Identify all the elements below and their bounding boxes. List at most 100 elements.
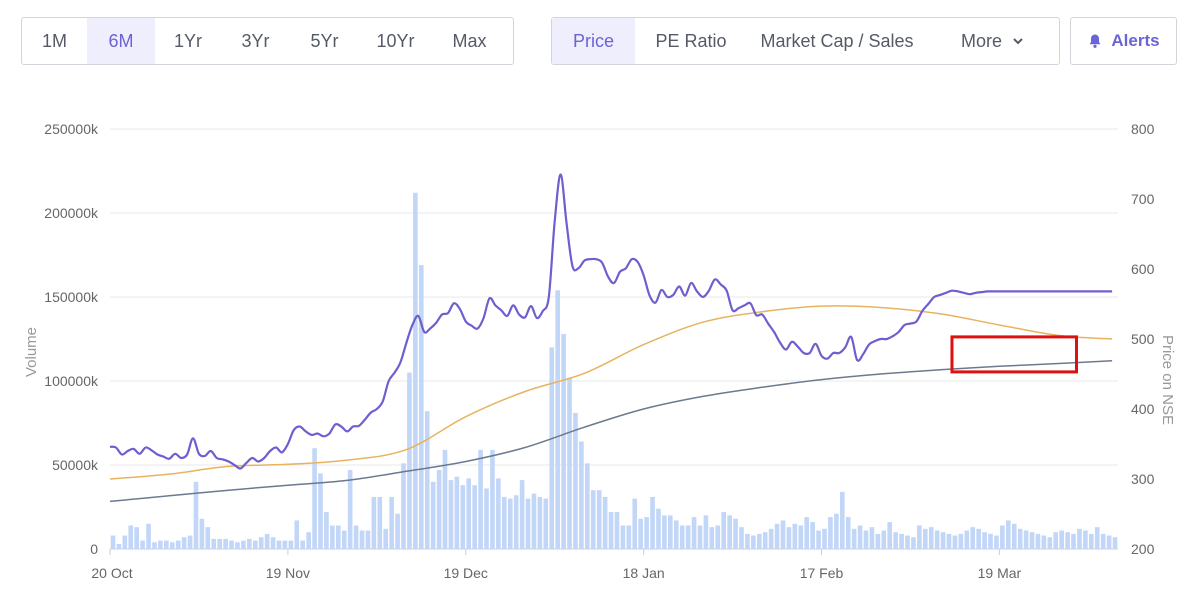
volume-bar bbox=[573, 412, 578, 549]
volume-bar bbox=[466, 478, 472, 549]
volume-bar bbox=[288, 540, 294, 549]
volume-bar bbox=[982, 532, 987, 549]
volume-bar bbox=[282, 540, 288, 549]
volume-bar bbox=[626, 525, 632, 549]
volume-bar bbox=[110, 535, 116, 549]
price-line bbox=[109, 173, 1113, 470]
y-left-tick-label: 0 bbox=[90, 541, 98, 557]
volume-bar bbox=[306, 532, 311, 549]
volume-bar bbox=[247, 538, 252, 549]
range-button-3yr[interactable]: 3Yr bbox=[241, 30, 270, 51]
volume-bar bbox=[970, 527, 976, 549]
volume-bar bbox=[454, 476, 460, 549]
volume-bar bbox=[988, 533, 993, 549]
metric-button-price[interactable]: Price bbox=[552, 18, 635, 64]
alerts-button[interactable]: Alerts bbox=[1070, 17, 1177, 65]
volume-bar bbox=[169, 542, 175, 549]
volume-bar bbox=[768, 528, 774, 549]
volume-bar bbox=[264, 533, 270, 549]
volume-bar bbox=[371, 496, 377, 549]
range-button-max[interactable]: Max bbox=[452, 30, 487, 51]
metric-label: Price bbox=[572, 30, 614, 51]
x-tick-label: 18 Jan bbox=[623, 565, 665, 581]
volume-bar bbox=[407, 372, 412, 549]
volume-bar bbox=[134, 527, 139, 549]
volume-bar bbox=[555, 290, 560, 549]
volume-bar bbox=[324, 512, 329, 549]
volume-bar bbox=[1000, 525, 1005, 549]
volume-bar bbox=[928, 527, 934, 549]
volume-bar bbox=[146, 523, 151, 549]
volume-bar bbox=[128, 525, 134, 549]
range-button-10yr[interactable]: 10Yr bbox=[376, 30, 415, 51]
volume-bar bbox=[525, 498, 531, 549]
volume-bar bbox=[312, 448, 317, 549]
volume-bar bbox=[579, 441, 584, 549]
volume-bar bbox=[1100, 533, 1106, 549]
volume-bar bbox=[164, 540, 169, 549]
volume-bar bbox=[834, 513, 839, 549]
volume-bar bbox=[413, 192, 418, 549]
volume-bar bbox=[430, 481, 436, 549]
volume-bar bbox=[1083, 530, 1088, 549]
metric-button-market-cap-sales[interactable]: Market Cap / Sales bbox=[747, 18, 927, 64]
metric-button-more[interactable]: More bbox=[927, 18, 1059, 64]
y-left-tick-label: 200000k bbox=[44, 205, 99, 221]
volume-bar bbox=[958, 533, 964, 549]
volume-bar bbox=[721, 512, 727, 549]
x-tick-label: 17 Feb bbox=[800, 565, 844, 581]
volume-bar bbox=[691, 517, 697, 549]
volume-bar bbox=[620, 525, 626, 549]
volume-bar bbox=[1029, 532, 1035, 549]
volume-bar bbox=[816, 530, 821, 549]
volume-bar bbox=[644, 517, 649, 549]
volume-bar bbox=[252, 540, 258, 549]
volume-bar bbox=[507, 498, 513, 549]
range-button-6m[interactable]: 6M bbox=[87, 18, 155, 64]
volume-bar bbox=[484, 488, 489, 549]
volume-bar bbox=[875, 533, 881, 549]
volume-bar bbox=[881, 530, 887, 549]
metric-label: Market Cap / Sales bbox=[760, 30, 914, 51]
volume-bar bbox=[359, 530, 365, 549]
volume-bar bbox=[786, 527, 792, 549]
volume-bar bbox=[1023, 530, 1029, 549]
metric-button-pe-ratio[interactable]: PE Ratio bbox=[635, 18, 747, 64]
volume-bar bbox=[632, 498, 638, 549]
volume-bar bbox=[596, 490, 602, 549]
volume-bar bbox=[389, 496, 394, 549]
volume-bar bbox=[703, 515, 709, 549]
volume-bar bbox=[353, 525, 359, 549]
x-tick-label: 19 Mar bbox=[978, 565, 1022, 581]
volume-bar bbox=[543, 498, 549, 549]
range-button-5yr[interactable]: 5Yr bbox=[310, 30, 339, 51]
volume-bar bbox=[709, 527, 715, 549]
range-button-1yr[interactable]: 1Yr bbox=[173, 30, 202, 51]
volume-bar bbox=[205, 527, 211, 549]
volume-bar bbox=[1077, 528, 1082, 549]
volume-bar bbox=[223, 538, 228, 549]
volume-bar bbox=[839, 491, 845, 549]
volume-bar bbox=[602, 496, 608, 549]
volume-bar bbox=[940, 532, 946, 549]
volume-bar bbox=[472, 485, 477, 549]
volume-bar bbox=[401, 463, 406, 549]
volume-bar bbox=[662, 515, 667, 549]
volume-bar bbox=[418, 265, 424, 549]
volume-bar bbox=[756, 533, 762, 549]
y-left-tick-label: 150000k bbox=[44, 289, 99, 305]
volume-bar bbox=[976, 528, 981, 549]
volume-bar bbox=[887, 522, 893, 549]
volume-bar bbox=[869, 527, 875, 549]
volume-bar bbox=[922, 528, 928, 549]
volume-bar bbox=[175, 540, 181, 549]
volume-bar bbox=[650, 496, 655, 549]
y-left-tick-label: 50000k bbox=[52, 457, 99, 473]
volume-bar bbox=[235, 542, 240, 549]
volume-bar bbox=[1094, 527, 1100, 549]
volume-bar bbox=[140, 540, 145, 549]
volume-bar bbox=[952, 535, 958, 549]
range-button-1m[interactable]: 1M bbox=[41, 30, 67, 51]
volume-bar bbox=[774, 523, 780, 549]
volume-bar bbox=[822, 528, 827, 549]
